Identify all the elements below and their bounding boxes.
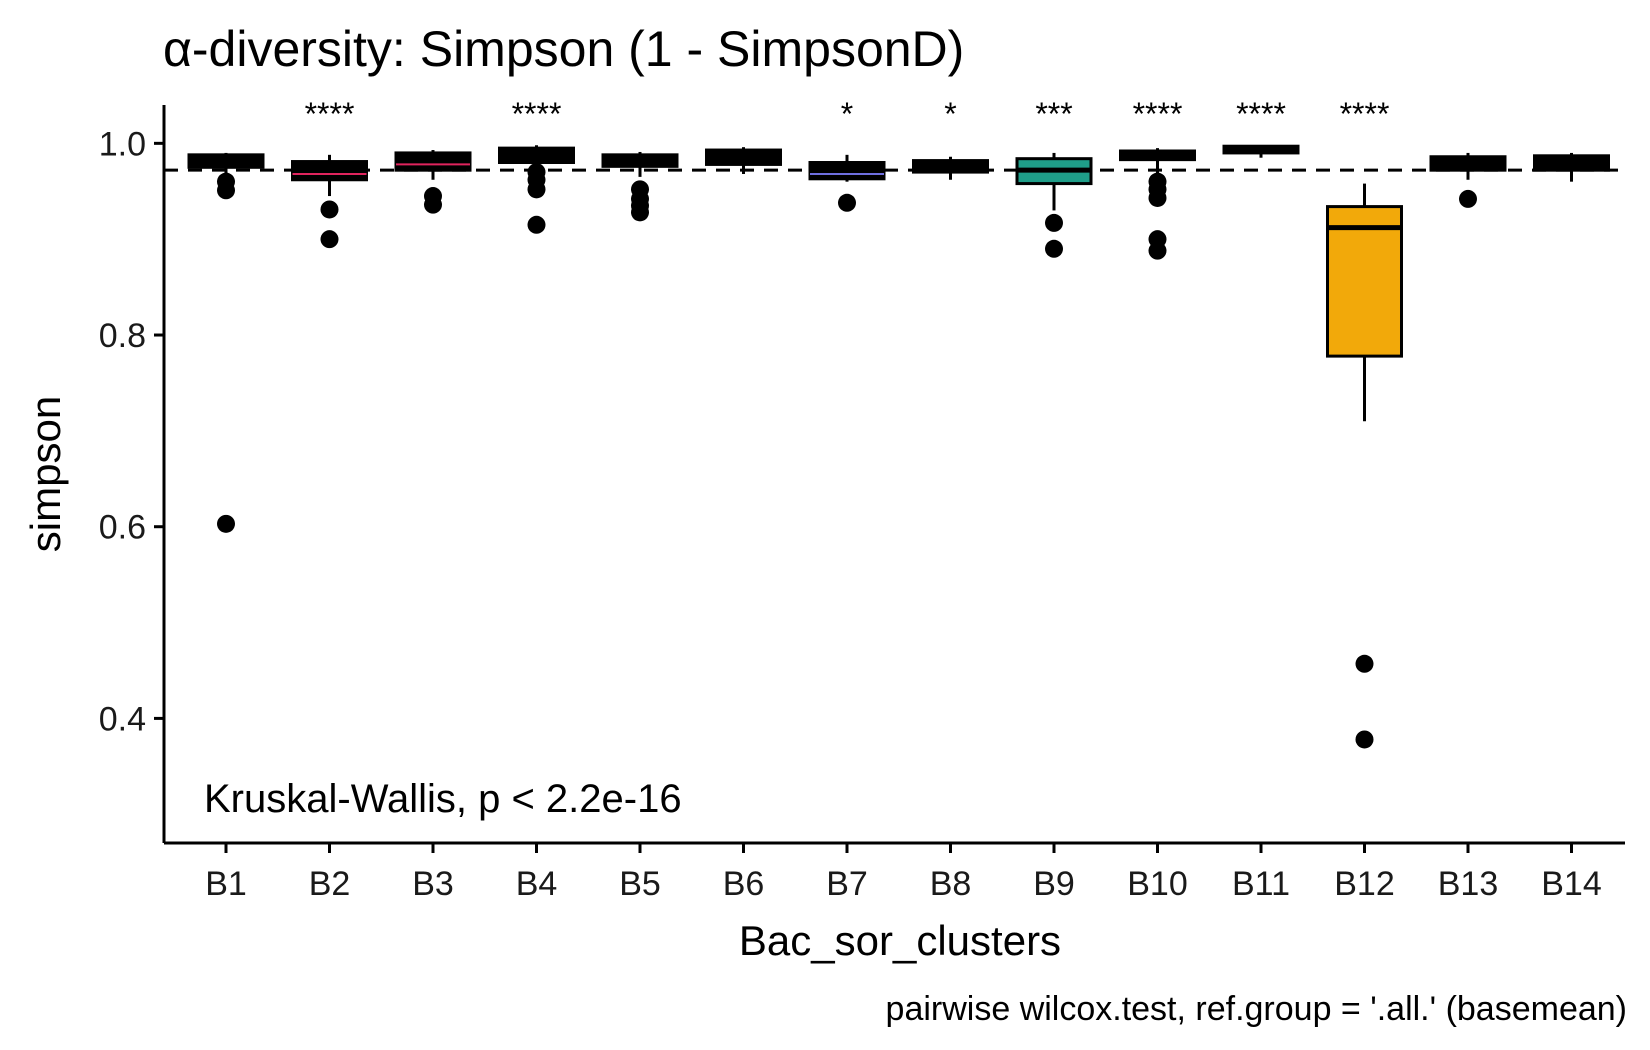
boxes-layer (187, 144, 1610, 749)
significance-label: * (944, 96, 956, 132)
x-axis-ticks: B1 B2 B3 B4 B5 B6 B7 B8 B9 B10 B11 B12 B13 B14 (205, 843, 1602, 903)
box-b11 (1222, 144, 1300, 158)
outlier-point (1355, 730, 1374, 749)
outlier-point (424, 195, 442, 214)
box-body (808, 161, 886, 181)
box-b10 (1119, 148, 1196, 260)
outlier-point (838, 193, 856, 212)
outlier-point (1148, 188, 1167, 207)
significance-label: **** (1340, 96, 1390, 132)
box-b9 (1015, 152, 1093, 258)
outlier-point (320, 230, 339, 249)
plot-area: **** **** * * *** **** **** **** (164, 96, 1625, 749)
outlier-point (631, 203, 649, 222)
box-b8 (912, 156, 989, 180)
box-b4 (498, 145, 575, 234)
outlier-point (1148, 241, 1167, 260)
x-tick-label: B1 (205, 865, 247, 903)
outlier-point (1045, 239, 1063, 258)
y-tick-label: 1.0 (99, 125, 146, 163)
outlier-point (1355, 654, 1374, 673)
y-axis-ticks: 0.4 0.6 0.8 1.0 (99, 125, 164, 738)
x-tick-label: B2 (309, 865, 351, 903)
box-b12 (1326, 183, 1403, 749)
axes: 0.4 0.6 0.8 1.0 B1 B2 B3 B4 B5 B6 B7 B8 B9 B10 B11 B12… (99, 105, 1625, 903)
significance-label: **** (305, 96, 355, 132)
chart-caption: pairwise wilcox.test, ref.group = '.all.… (886, 990, 1627, 1028)
x-tick-label: B14 (1541, 865, 1602, 903)
y-axis-title: simpson (22, 396, 69, 552)
significance-label: *** (1035, 96, 1072, 132)
box-b3 (394, 150, 472, 214)
x-tick-label: B7 (826, 865, 868, 903)
box-b2 (291, 154, 368, 249)
outlier-point (320, 200, 339, 219)
x-tick-label: B11 (1232, 865, 1290, 903)
y-tick-label: 0.6 (99, 509, 146, 547)
box-body (291, 160, 368, 182)
x-tick-label: B4 (516, 865, 558, 903)
outlier-point (217, 181, 235, 200)
y-tick-label: 0.8 (99, 317, 146, 355)
x-axis-title: Bac_sor_clusters (739, 917, 1061, 964)
x-tick-label: B5 (619, 865, 661, 903)
box-body (394, 151, 472, 172)
box-b1 (187, 152, 265, 533)
box-b7 (808, 154, 886, 212)
x-tick-label: B12 (1334, 865, 1395, 903)
significance-label: **** (1133, 96, 1183, 132)
chart-title: α-diversity: Simpson (1 - SimpsonD) (163, 21, 964, 77)
kruskal-wallis-annotation: Kruskal-Wallis, p < 2.2e-16 (204, 777, 682, 821)
outlier-point (527, 180, 546, 199)
y-tick-label: 0.4 (99, 700, 146, 738)
x-tick-label: B3 (412, 865, 454, 903)
significance-layer: **** **** * * *** **** **** **** (305, 96, 1390, 132)
significance-label: **** (512, 96, 562, 132)
x-tick-label: B13 (1438, 865, 1499, 903)
outlier-point (1045, 213, 1063, 232)
box-b14 (1533, 152, 1610, 182)
x-tick-label: B8 (930, 865, 972, 903)
x-tick-label: B10 (1127, 865, 1188, 903)
outlier-point (217, 514, 235, 533)
outlier-point (527, 215, 546, 234)
box-b13 (1429, 152, 1507, 208)
box-body (1326, 205, 1403, 358)
x-tick-label: B6 (723, 865, 765, 903)
box-b5 (601, 151, 679, 222)
x-tick-label: B9 (1033, 865, 1075, 903)
box-b6 (705, 147, 782, 175)
significance-label: **** (1236, 96, 1286, 132)
significance-label: * (841, 96, 853, 132)
outlier-point (1459, 189, 1477, 208)
